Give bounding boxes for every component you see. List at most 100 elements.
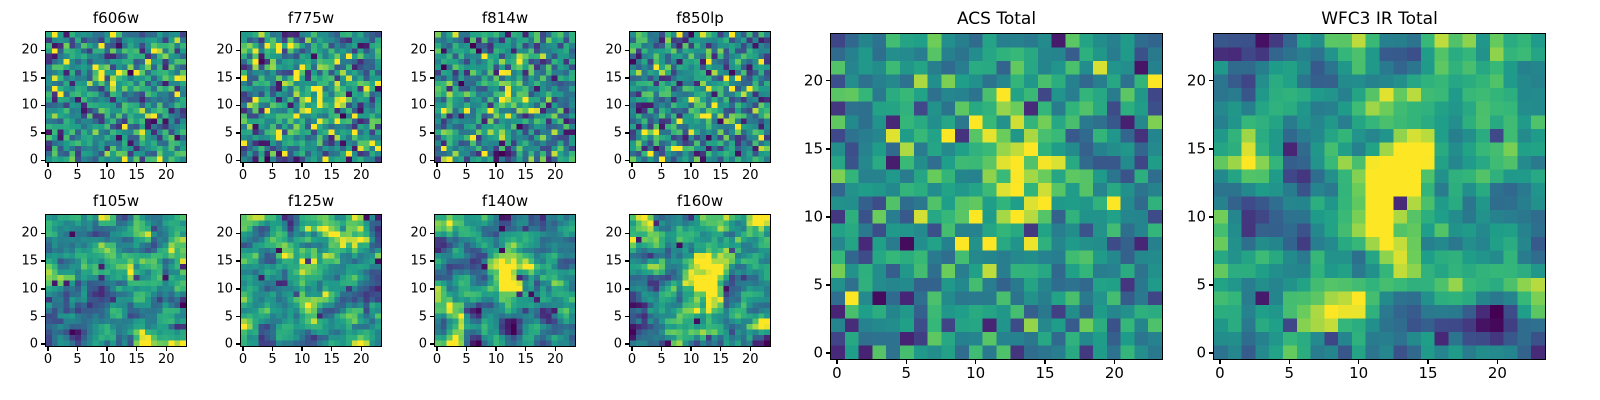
x-tick-mark <box>106 163 108 167</box>
y-tick-mark <box>1209 216 1213 218</box>
y-tick-mark <box>1209 284 1213 286</box>
x-tick-mark <box>47 163 49 167</box>
x-tick-label: 20 <box>742 352 759 367</box>
x-tick-label: 15 <box>323 352 340 367</box>
x-tick-label: 20 <box>547 168 564 183</box>
x-tick-mark <box>631 163 633 167</box>
y-tick-label: 0 <box>418 152 427 168</box>
y-tick-mark <box>41 104 45 106</box>
y-tick-label: 15 <box>21 253 38 269</box>
x-tick-label: 20 <box>353 352 370 367</box>
heatmap-canvas <box>46 32 186 162</box>
x-tick-label: 20 <box>742 168 759 183</box>
y-tick-label: 15 <box>21 70 38 86</box>
heatmap-canvas <box>241 32 381 162</box>
y-tick-label: 0 <box>813 343 823 362</box>
heatmap-canvas <box>46 215 186 346</box>
x-tick-label: 15 <box>712 352 729 367</box>
y-tick-label: 5 <box>29 125 38 141</box>
x-tick-mark <box>974 360 977 364</box>
y-tick-mark <box>625 315 629 318</box>
heatmap-canvas <box>435 215 575 346</box>
x-tick-label: 5 <box>268 168 277 183</box>
x-tick-label: 10 <box>487 352 505 367</box>
x-tick-mark <box>465 347 468 351</box>
x-tick-mark <box>524 347 527 351</box>
x-tick-mark <box>554 347 557 351</box>
y-tick-label: 0 <box>224 336 233 352</box>
x-tick-label: 15 <box>517 168 534 183</box>
x-tick-mark <box>47 347 49 351</box>
y-tick-mark <box>236 77 240 79</box>
panel-title: f814w <box>481 9 529 27</box>
y-tick-label: 0 <box>1196 343 1206 362</box>
heatmap-canvas <box>831 34 1162 359</box>
y-tick-label: 10 <box>410 281 427 297</box>
x-tick-mark <box>524 163 527 167</box>
heatmap-panel-f125w: f125w 0 5 10 15 20 0 5 10 15 20 <box>216 194 382 366</box>
panel-title: ACS Total <box>956 9 1037 29</box>
x-tick-mark <box>1357 360 1360 364</box>
x-tick-label: 5 <box>901 364 912 382</box>
x-tick-label: 0 <box>627 168 637 183</box>
plot-area <box>45 31 187 163</box>
x-tick-mark <box>271 347 274 351</box>
x-tick-label: 15 <box>1035 364 1055 382</box>
y-tick-mark <box>236 315 240 318</box>
y-tick-label: 0 <box>224 152 233 168</box>
y-tick-mark <box>430 288 434 290</box>
y-tick-mark <box>236 288 240 290</box>
x-tick-label: 5 <box>657 352 666 367</box>
x-tick-mark <box>106 347 108 351</box>
y-tick-mark <box>826 352 830 354</box>
y-tick-label: 15 <box>410 253 427 269</box>
x-tick-mark <box>660 347 663 351</box>
x-tick-mark <box>905 360 908 364</box>
plot-area <box>45 214 187 347</box>
y-tick-label: 10 <box>605 97 622 113</box>
x-tick-mark <box>436 347 438 351</box>
heatmap-canvas <box>435 32 575 162</box>
x-tick-mark <box>1496 360 1499 364</box>
y-tick-mark <box>430 49 434 51</box>
panel-title: f850lp <box>676 9 724 27</box>
x-tick-label: 10 <box>98 168 116 183</box>
y-tick-mark <box>826 216 830 218</box>
x-tick-label: 10 <box>487 168 505 183</box>
y-tick-label: 20 <box>410 225 427 241</box>
y-tick-mark <box>430 260 434 262</box>
y-tick-label: 0 <box>613 152 622 168</box>
x-tick-mark <box>660 163 663 167</box>
y-tick-mark <box>625 49 629 51</box>
x-tick-mark <box>631 347 633 351</box>
x-tick-mark <box>165 347 168 351</box>
heatmap-panel-f105w: f105w 0 5 10 15 20 0 5 10 15 20 <box>21 194 187 366</box>
y-tick-label: 5 <box>224 309 233 325</box>
x-tick-mark <box>719 347 722 351</box>
x-tick-label: 10 <box>1349 364 1369 382</box>
y-tick-mark <box>236 232 240 235</box>
y-tick-mark <box>826 79 830 82</box>
y-tick-label: 15 <box>1186 139 1206 158</box>
y-tick-mark <box>625 159 629 161</box>
heatmap-canvas <box>630 32 770 162</box>
x-tick-label: 0 <box>832 364 842 382</box>
x-tick-label: 20 <box>547 352 564 367</box>
y-tick-label: 20 <box>216 225 233 241</box>
plot-area <box>240 31 382 163</box>
x-tick-mark <box>436 163 438 167</box>
x-tick-label: 20 <box>158 168 175 183</box>
heatmap-canvas <box>630 215 770 346</box>
y-tick-label: 20 <box>21 225 38 241</box>
x-tick-mark <box>301 163 303 167</box>
y-tick-mark <box>430 315 434 318</box>
heatmap-panel-f775w: f775w 0 5 10 15 20 0 5 10 15 20 <box>216 11 382 182</box>
y-tick-mark <box>236 49 240 51</box>
y-tick-label: 20 <box>21 42 38 58</box>
x-tick-mark <box>135 347 138 351</box>
x-tick-label: 15 <box>323 168 340 183</box>
y-tick-mark <box>430 343 434 345</box>
y-tick-label: 10 <box>216 281 233 297</box>
x-tick-mark <box>301 347 303 351</box>
